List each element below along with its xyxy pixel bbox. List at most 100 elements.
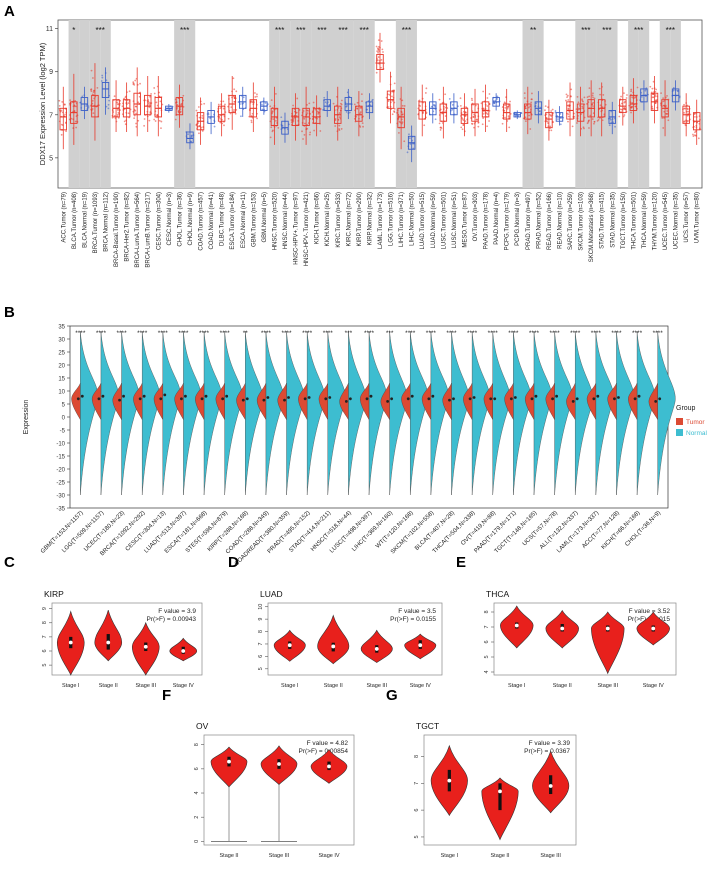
data-point: [544, 109, 546, 112]
legend-label: Tumor: [686, 419, 705, 426]
x-tick-label: PRAD.Tumor (n=497): [526, 192, 532, 250]
data-point: [652, 80, 655, 83]
data-point: [90, 69, 93, 72]
median-dot: [277, 762, 281, 766]
x-tick-label: PCPG.Tumor (n=179): [505, 192, 511, 250]
panel-letter-F: F: [162, 687, 171, 704]
data-point: [461, 128, 464, 131]
data-point: [692, 135, 695, 138]
data-point: [91, 99, 94, 102]
data-point: [623, 107, 626, 109]
data-point: [576, 122, 578, 124]
data-point: [339, 102, 342, 105]
data-point: [346, 105, 348, 107]
median-dot: [374, 647, 379, 651]
data-point: [391, 95, 393, 98]
box: [481, 101, 490, 118]
data-point: [65, 130, 68, 133]
violin-tumor-half: [545, 383, 555, 421]
data-point: [507, 117, 510, 119]
significance-label: ****: [323, 330, 334, 337]
x-tick-label: HNSC.Normal (n=44): [283, 192, 289, 249]
x-tick-label: UCEC(T=180,N=23): [83, 510, 126, 553]
data-point: [583, 127, 585, 130]
data-point: [549, 125, 552, 128]
x-tick-label: Stage III: [598, 683, 619, 689]
data-point: [277, 126, 280, 129]
normal-mean: [513, 396, 517, 399]
x-tick-label: Stage III: [540, 853, 561, 859]
significance-label: ****: [426, 330, 437, 337]
significance-label: *: [72, 26, 75, 35]
data-point: [488, 120, 490, 122]
data-point: [134, 79, 137, 82]
x-tick-label: COAD.Normal (n=41): [209, 192, 215, 250]
data-point: [530, 98, 533, 101]
data-point: [345, 110, 348, 113]
x-tick-label: HNSC-HPV-.Tumor (n=421): [304, 192, 310, 266]
data-point: [91, 77, 94, 79]
x-tick-label: KICH(T=66,N=168): [601, 510, 642, 551]
normal-mean: [431, 394, 435, 398]
significance-label: ****: [570, 330, 581, 337]
median-dot: [331, 644, 336, 649]
data-point: [665, 112, 668, 115]
tumor-mean: [592, 397, 596, 401]
x-tick-label: Stage II: [99, 683, 118, 689]
significance-label: ****: [96, 330, 107, 337]
panel-title: OV: [196, 721, 209, 731]
data-point: [448, 98, 451, 100]
panel-title: THCA: [486, 589, 509, 599]
panel-title: LUAD: [260, 589, 283, 599]
y-tick-label: 6: [194, 767, 200, 770]
significance-label: ***: [296, 26, 305, 35]
normal-mean: [390, 397, 394, 401]
tumor-mean: [97, 397, 101, 401]
data-point: [292, 119, 295, 122]
data-point: [459, 104, 462, 107]
data-point: [661, 117, 664, 119]
data-point: [302, 138, 304, 140]
data-point: [586, 96, 589, 99]
data-point: [117, 111, 120, 114]
f-value-label: F value = 3.39: [529, 740, 571, 747]
x-tick-label: CHOL.Normal (n=9): [188, 192, 194, 246]
y-tick-label: 4: [194, 791, 200, 794]
data-point: [274, 92, 277, 95]
data-point: [475, 118, 478, 121]
data-point: [91, 93, 94, 96]
tumor-mean: [427, 397, 431, 401]
data-point: [559, 123, 562, 126]
data-point: [96, 86, 99, 89]
data-point: [371, 98, 374, 101]
data-point: [223, 124, 225, 127]
normal-mean: [369, 394, 373, 398]
data-point: [486, 105, 489, 107]
data-point: [81, 95, 84, 98]
x-tick-label: Stage III: [269, 853, 290, 859]
violin-tumor-half: [483, 383, 493, 421]
data-point: [672, 86, 675, 89]
tumor-mean: [509, 397, 513, 401]
data-point: [662, 100, 665, 103]
data-point: [654, 95, 657, 98]
box: [323, 99, 331, 111]
normal-mean: [307, 396, 311, 399]
y-tick-label: 30: [58, 337, 65, 343]
box: [629, 94, 638, 111]
data-point: [588, 127, 590, 129]
data-point: [609, 117, 612, 120]
data-point: [592, 92, 594, 95]
data-point: [359, 111, 362, 114]
data-point: [444, 115, 447, 117]
data-point: [174, 118, 177, 121]
significance-label: ***: [338, 26, 347, 35]
tumor-mean: [386, 400, 390, 403]
data-point: [465, 106, 467, 109]
data-point: [222, 107, 225, 110]
data-point: [92, 112, 95, 115]
data-point: [693, 113, 696, 115]
x-tick-label: KIRC.Normal (n=72): [346, 192, 352, 247]
data-point: [547, 106, 549, 109]
tumor-mean: [241, 398, 245, 402]
